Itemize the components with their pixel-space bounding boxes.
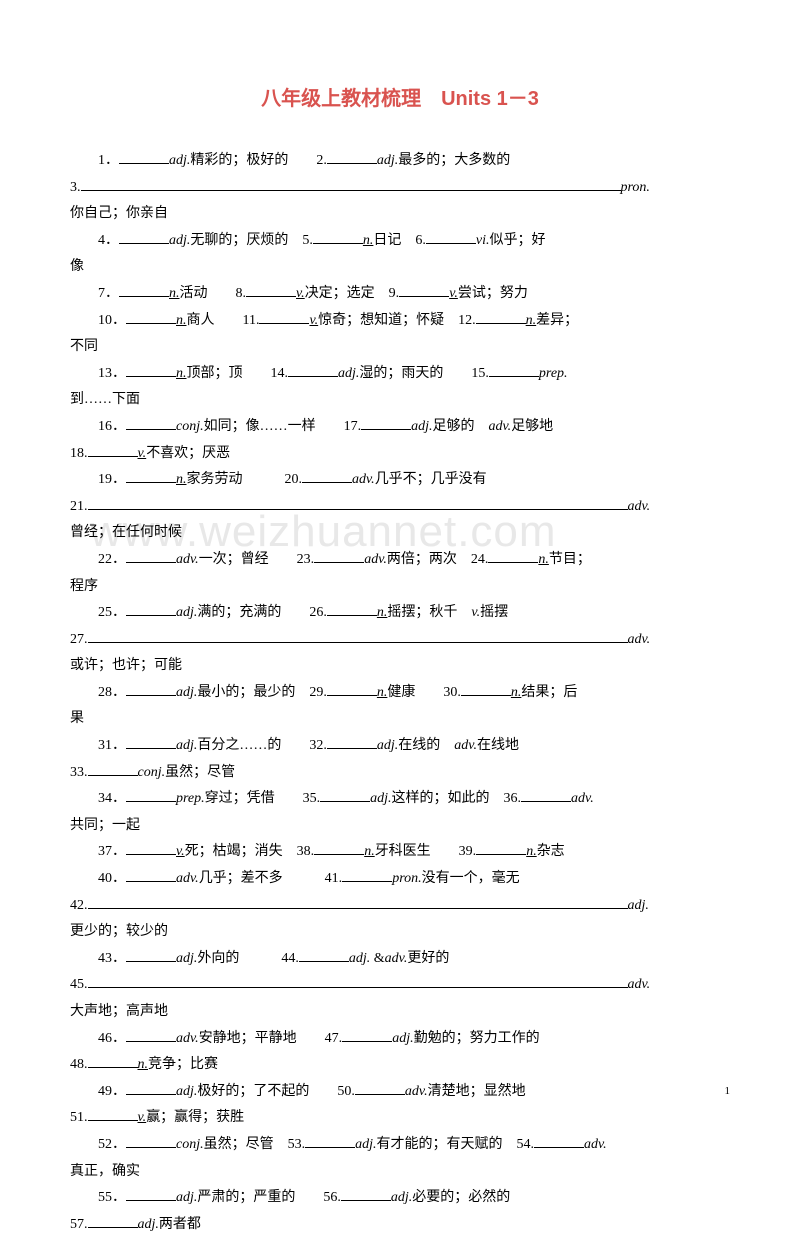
- row: 曾经；在任何时候: [70, 520, 730, 547]
- row: 51.v.赢；赢得；获胜: [70, 1105, 730, 1132]
- row: 共同；一起: [70, 813, 730, 840]
- row: 3.pron.: [70, 175, 730, 202]
- row: 或许；也许；可能: [70, 653, 730, 680]
- row: 7．n.活动 8.v.决定；选定 9.v.尝试；努力: [70, 281, 730, 308]
- row: 19．n.家务劳动 20.adv.几乎不；几乎没有: [70, 467, 730, 494]
- row: 45.adv.: [70, 972, 730, 999]
- page-title: 八年级上教材梳理 Units 1－3: [70, 80, 730, 118]
- row: 18.v.不喜欢；厌恶: [70, 441, 730, 468]
- row: 果: [70, 706, 730, 733]
- row: 48.n.竞争；比赛: [70, 1052, 730, 1079]
- document-body: 1．adj.精彩的；极好的 2.adj.最多的；大多数的 3.pron. 你自己…: [70, 148, 730, 1238]
- row: 40．adv.几乎；差不多 41.pron.没有一个，毫无: [70, 866, 730, 893]
- row: 你自己；你亲自: [70, 201, 730, 228]
- row: 37．v.死；枯竭；消失 38.n.牙科医生 39.n.杂志: [70, 839, 730, 866]
- row: 25．adj.满的；充满的 26.n.摇摆；秋千 v.摇摆: [70, 600, 730, 627]
- row: 31．adj.百分之……的 32.adj.在线的 adv.在线地: [70, 733, 730, 760]
- row: 到……下面: [70, 387, 730, 414]
- row: 49．adj.极好的；了不起的 50.adv.清楚地；显然地: [70, 1079, 730, 1106]
- row: 10．n.商人 11.v.惊奇；想知道；怀疑 12.n.差异；: [70, 308, 730, 335]
- row: 34．prep.穿过；凭借 35.adj.这样的；如此的 36.adv.: [70, 786, 730, 813]
- row: 1．adj.精彩的；极好的 2.adj.最多的；大多数的: [70, 148, 730, 175]
- row: 真正，确实: [70, 1159, 730, 1186]
- row: 不同: [70, 334, 730, 361]
- row: 22．adv.一次；曾经 23.adv.两倍；两次 24.n.节目；: [70, 547, 730, 574]
- row: 4．adj.无聊的；厌烦的 5.n.日记 6.vi.似乎；好: [70, 228, 730, 255]
- row: 13．n.顶部；顶 14.adj.湿的；雨天的 15.prep.: [70, 361, 730, 388]
- row: 28．adj.最小的；最少的 29.n.健康 30.n.结果；后: [70, 680, 730, 707]
- row: 像: [70, 254, 730, 281]
- row: 43．adj.外向的 44.adj. &adv.更好的: [70, 946, 730, 973]
- row: 46．adv.安静地；平静地 47.adj.勤勉的；努力工作的: [70, 1026, 730, 1053]
- row: 大声地；高声地: [70, 999, 730, 1026]
- row: 33.conj.虽然；尽管: [70, 760, 730, 787]
- row: 52．conj.虽然；尽管 53.adj.有才能的；有天赋的 54.adv.: [70, 1132, 730, 1159]
- row: 更少的；较少的: [70, 919, 730, 946]
- row: 21.adv.: [70, 494, 730, 521]
- row: 27.adv.: [70, 627, 730, 654]
- row: 16．conj.如同；像……一样 17.adj.足够的 adv.足够地: [70, 414, 730, 441]
- row: 57.adj.两者都: [70, 1212, 730, 1238]
- row: 程序: [70, 574, 730, 601]
- row: 42.adj.: [70, 893, 730, 920]
- row: 55．adj.严肃的；严重的 56.adj.必要的；必然的: [70, 1185, 730, 1212]
